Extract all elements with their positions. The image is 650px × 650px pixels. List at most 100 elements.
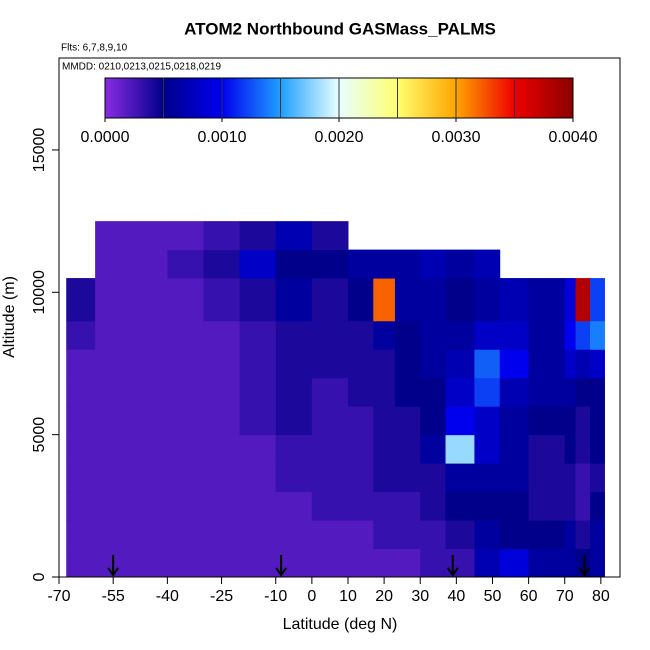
heat-cell (420, 406, 447, 436)
heat-cell (394, 278, 421, 322)
heat-cell (239, 377, 277, 407)
heat-cell (474, 377, 501, 407)
annotation: MMDD: 0210,0213,0215,0218,0219 (62, 62, 221, 73)
heat-cell (564, 520, 577, 550)
heat-cell (239, 548, 277, 578)
heat-cell (499, 349, 530, 379)
y-tick-label: 10000 (31, 270, 48, 315)
heat-cell (445, 249, 475, 279)
heat-cell (347, 320, 374, 350)
heat-cell (275, 406, 313, 436)
heat-cell (575, 278, 591, 322)
heat-cell (66, 320, 96, 350)
heat-cell (564, 463, 577, 493)
heat-cell (131, 434, 168, 464)
heat-cell (66, 278, 96, 322)
x-tick-label: -70 (47, 588, 70, 605)
heat-cell (373, 548, 396, 578)
heat-cell (590, 377, 605, 407)
heat-cell (275, 320, 313, 350)
x-tick-label: -25 (210, 588, 233, 605)
heat-cell (203, 434, 241, 464)
heat-cell (445, 548, 475, 578)
heat-cell (564, 377, 577, 407)
heat-cell (394, 349, 421, 379)
heat-cell (564, 349, 577, 379)
heat-cell (474, 520, 501, 550)
heat-cell (203, 278, 241, 322)
heat-cell (167, 520, 204, 550)
heat-cell (95, 249, 132, 279)
heat-cell (311, 463, 349, 493)
x-tick-label: -10 (264, 588, 287, 605)
heat-cell (95, 406, 132, 436)
heat-cell (131, 548, 168, 578)
heat-cell (420, 463, 447, 493)
heat-cell (66, 349, 96, 379)
y-tick-label: 5000 (31, 417, 48, 453)
heat-cell (167, 249, 204, 279)
heat-cell (311, 434, 349, 464)
x-tick-label: -40 (156, 588, 179, 605)
heat-cell (239, 278, 277, 322)
heat-cell (474, 491, 501, 521)
arrow-head (446, 567, 459, 577)
heat-cell (95, 434, 132, 464)
heat-cell (499, 278, 530, 322)
heat-cell (528, 463, 566, 493)
x-tick-label: 50 (484, 588, 502, 605)
heat-cell (528, 406, 566, 436)
heat-cell (373, 249, 396, 279)
heat-cell (167, 548, 204, 578)
heat-cell (311, 320, 349, 350)
heat-cell (167, 221, 204, 251)
heat-cell (66, 463, 96, 493)
heat-cell (590, 434, 605, 464)
heat-cell (167, 463, 204, 493)
y-tick-label: 15000 (31, 128, 48, 173)
y-tick-label: 0 (31, 572, 48, 581)
arrow-head (578, 567, 591, 577)
heat-cell (203, 406, 241, 436)
heat-cell (420, 434, 447, 464)
heat-cell (239, 491, 277, 521)
heat-cell (590, 349, 605, 379)
heat-cell (590, 406, 605, 436)
heat-cell (575, 349, 591, 379)
heat-cell (203, 320, 241, 350)
heat-cell (347, 520, 374, 550)
heat-cell (311, 491, 349, 521)
heat-cell (499, 406, 530, 436)
heat-cell (590, 278, 605, 322)
heat-cell (167, 406, 204, 436)
heat-cell (167, 491, 204, 521)
heat-cell (394, 320, 421, 350)
heat-cell (474, 320, 501, 350)
heat-cell (445, 278, 475, 322)
heat-cell (528, 349, 566, 379)
heat-cell (66, 520, 96, 550)
heat-cell (474, 434, 501, 464)
heat-cell (590, 520, 605, 550)
heat-cell (575, 520, 591, 550)
heat-cell (499, 520, 530, 550)
heat-cell (499, 377, 530, 407)
heat-cell (203, 548, 241, 578)
heat-cell (373, 463, 396, 493)
heat-cell (474, 406, 501, 436)
heat-cell (420, 491, 447, 521)
heat-cell (239, 463, 277, 493)
heat-cell (575, 377, 591, 407)
heat-cell (275, 491, 313, 521)
heat-cell (275, 463, 313, 493)
heat-cell (499, 434, 530, 464)
heat-cell (95, 320, 132, 350)
x-tick-label: 20 (375, 588, 393, 605)
heat-cell (131, 520, 168, 550)
heat-cell (590, 463, 605, 493)
heat-cell (575, 406, 591, 436)
heat-cell (131, 249, 168, 279)
heat-cell (394, 434, 421, 464)
heat-cell (445, 491, 475, 521)
heat-cell (528, 491, 566, 521)
